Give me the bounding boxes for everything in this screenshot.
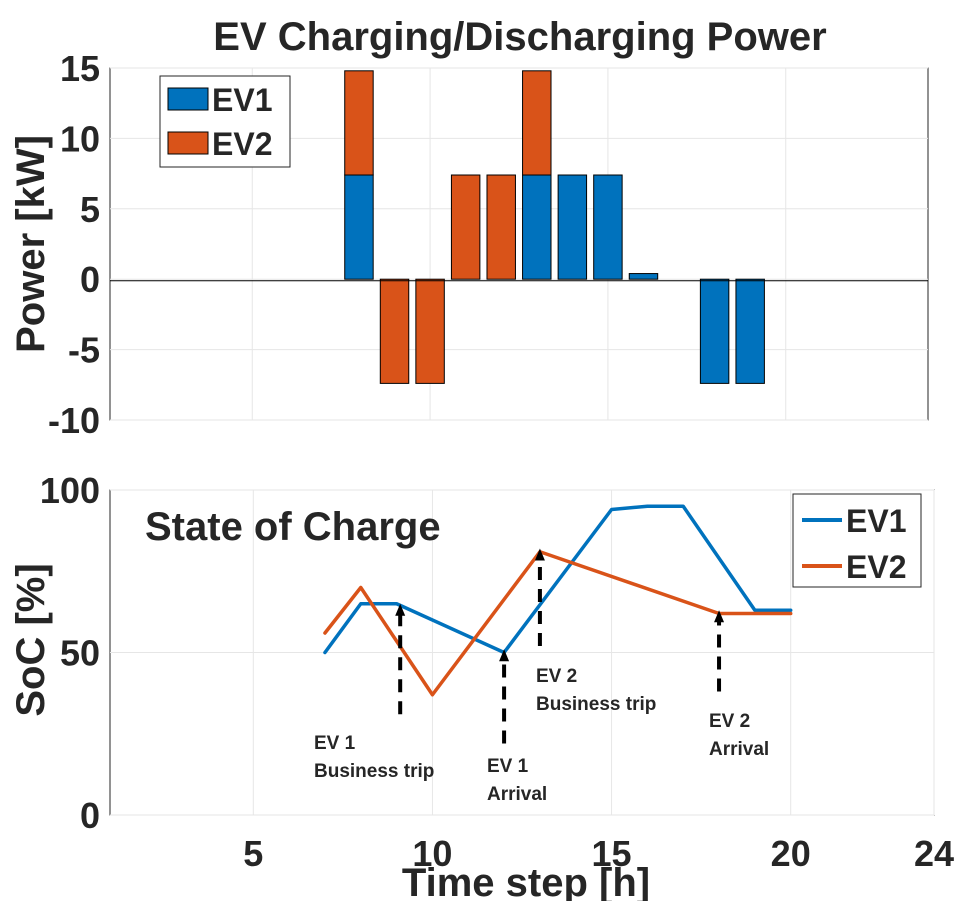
annotation-label: Arrival [709,739,769,760]
top-legend-label-ev2: EV2 [212,126,272,162]
bottom-y-tick-label: 50 [60,633,100,674]
bottom-legend: EV1 EV2 [792,493,922,588]
bar-ev1-t16 [628,273,659,280]
annotation-label: Business trip [536,694,656,715]
bar-ev2-t9 [379,278,410,384]
top-legend-swatch-ev1 [167,87,209,111]
top-y-tick-labels: 15 10 5 0 -5 -10 [48,48,100,441]
bar-ev1-t15 [593,174,623,280]
bottom-annotations: EV 1 Business trip EV 1 Arrival EV 2 Business… [314,548,769,805]
top-chart-title: EV Charging/Discharging Power [213,15,826,59]
top-y-tick-label: 10 [60,118,100,159]
bar-ev1-t18 [699,278,730,384]
bottom-x-tick-label: 24 [914,833,954,874]
bottom-x-tick-label: 10 [412,833,452,874]
bar-ev1-t8 [344,174,374,280]
top-y-tick-label: 5 [80,189,100,230]
bottom-legend-label-ev2: EV2 [846,549,906,585]
bottom-legend-box [792,493,922,588]
bar-ev2-t8 [344,70,374,176]
top-y-tick-label: 0 [80,259,100,300]
annotation-label: EV 2 [709,711,750,732]
top-y-tick-label: -5 [68,330,100,371]
annotation-arrowhead [395,603,406,616]
bottom-lines [323,504,793,697]
bottom-x-tick-label: 20 [771,833,811,874]
bottom-x-tick-label: 5 [243,833,263,874]
bottom-y-tick-label: 0 [80,795,100,836]
bottom-grid [110,489,935,816]
bar-ev2-t10 [415,278,445,384]
bottom-y-axis-label: SoC [%] [9,563,53,716]
annotation-label: Business trip [314,761,434,782]
annotation-arrowhead [714,610,725,623]
top-y-tick-label: -10 [48,400,100,441]
bottom-x-tick-label: 15 [592,833,632,874]
bar-ev1-t19 [735,278,765,384]
bottom-legend-label-ev1: EV1 [846,503,906,539]
top-legend-label-ev1: EV1 [212,82,272,118]
bottom-chart-title: State of Charge [145,505,441,549]
annotation-label: Arrival [487,784,547,805]
bar-ev1-t13 [522,174,552,280]
top-y-tick-label: 15 [60,48,100,89]
bottom-y-tick-label: 100 [40,470,100,511]
bar-ev2-t11 [450,174,481,280]
annotation-arrowhead [534,548,545,561]
top-legend: EV1 EV2 [159,75,291,168]
soc-line-ev2 [323,550,793,697]
annotation-label: EV 1 [314,733,356,754]
bar-ev1-t14 [557,174,588,280]
annotation-label: EV 2 [536,666,577,687]
bar-ev2-t13 [522,70,552,176]
annotation-arrowhead [499,649,510,662]
top-legend-swatch-ev2 [167,131,209,155]
bottom-x-axis-label: Time step [h] [402,861,650,901]
top-y-axis-label: Power [kW] [9,135,53,353]
annotation-label: EV 1 [487,756,529,777]
bottom-x-tick-labels: 5 10 15 20 24 [243,833,954,874]
bottom-y-tick-labels: 100 50 0 [40,470,100,836]
top-bars [344,70,765,384]
bar-ev2-t12 [486,174,516,280]
